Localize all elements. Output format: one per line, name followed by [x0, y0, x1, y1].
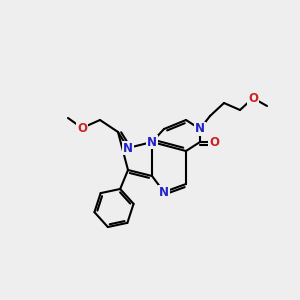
Text: N: N: [123, 142, 133, 154]
Text: N: N: [195, 122, 205, 136]
Text: O: O: [77, 122, 87, 134]
Text: O: O: [209, 136, 219, 148]
Text: N: N: [159, 185, 169, 199]
Text: O: O: [248, 92, 258, 104]
Text: N: N: [147, 136, 157, 148]
